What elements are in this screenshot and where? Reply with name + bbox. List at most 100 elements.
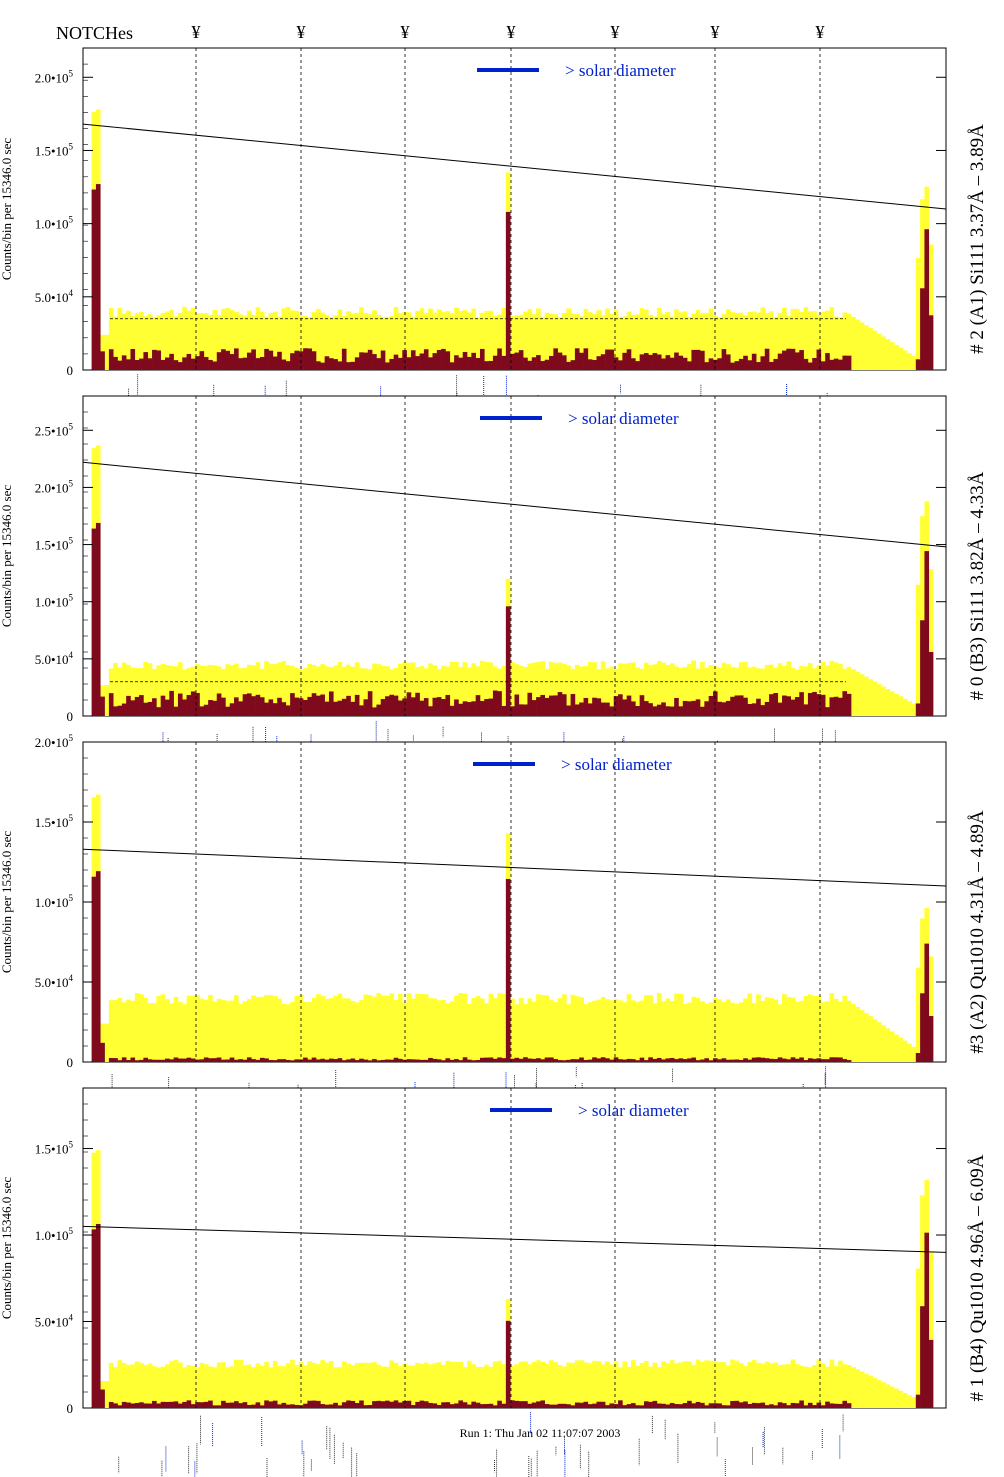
dark-bar: [251, 696, 256, 716]
dark-bar: [652, 706, 658, 716]
bar: [203, 665, 209, 716]
dark-bar: [833, 1403, 839, 1408]
dark-bar: [428, 1057, 433, 1062]
bar: [553, 1002, 558, 1062]
bar: [242, 1001, 248, 1062]
bar: [786, 661, 791, 716]
bar: [268, 995, 274, 1062]
dark-bar: [264, 1400, 269, 1408]
bar: [479, 660, 485, 716]
dark-bar: [777, 702, 783, 716]
dark-bar: [566, 705, 571, 716]
bar: [747, 667, 753, 716]
bar: [117, 307, 123, 370]
dark-bar: [842, 1059, 848, 1062]
bar: [406, 662, 412, 716]
bar: [626, 311, 632, 370]
bar: [838, 317, 843, 370]
bar: [117, 997, 123, 1062]
dark-bar: [553, 348, 558, 370]
dark-bar: [760, 356, 766, 370]
dark-bar: [794, 352, 800, 370]
bar: [704, 667, 709, 716]
dark-bar: [518, 1401, 524, 1408]
dark-bar: [445, 1058, 451, 1062]
dark-bar: [380, 1059, 386, 1062]
bar: [126, 310, 131, 370]
y-tick-label: 0: [67, 1055, 74, 1070]
dark-bar: [259, 1405, 265, 1408]
bar: [130, 1000, 136, 1062]
bar: [169, 1003, 174, 1062]
bar: [622, 1002, 627, 1062]
bar: [139, 994, 144, 1062]
bar: [613, 668, 619, 716]
bar: [799, 1365, 804, 1408]
dark-bar: [259, 697, 265, 716]
dark-bar: [410, 1405, 416, 1408]
bar: [794, 669, 800, 716]
dark-bar: [600, 1401, 606, 1408]
dark-bar: [130, 1057, 136, 1062]
dark-bar: [738, 695, 744, 716]
dark-bar: [790, 1402, 796, 1408]
bar: [557, 662, 563, 716]
y-tick-label: 2.5•105: [35, 421, 74, 438]
dark-bar: [117, 1405, 123, 1408]
bar: [143, 997, 149, 1062]
dark-bar: [747, 704, 753, 716]
dark-bar: [169, 1059, 174, 1062]
dark-bar: [234, 1059, 239, 1062]
bar: [894, 693, 899, 716]
dark-bar: [717, 701, 722, 716]
dark-bar: [596, 1058, 602, 1062]
bar: [259, 996, 265, 1062]
bar: [246, 664, 252, 716]
dark-bar: [238, 1403, 243, 1408]
bar: [553, 662, 558, 716]
dark-bar: [574, 704, 580, 716]
bar: [803, 666, 809, 716]
dark-bar: [915, 1053, 921, 1062]
bar: [820, 661, 826, 716]
bar: [350, 1365, 356, 1408]
dark-bar: [790, 348, 796, 370]
dark-bar: [208, 359, 213, 370]
dark-bar: [147, 358, 153, 370]
bar: [769, 998, 774, 1062]
bar: [324, 1362, 330, 1408]
bar: [786, 316, 791, 370]
dark-bar: [717, 1059, 722, 1062]
dark-bar: [643, 1060, 649, 1062]
y-tick-label: 0: [67, 1401, 74, 1416]
bar: [160, 312, 166, 370]
dark-bar: [695, 1060, 701, 1062]
bar: [592, 1360, 597, 1408]
bar: [186, 995, 192, 1062]
dark-bar: [674, 1404, 679, 1408]
dark-bar: [398, 700, 403, 716]
bar: [229, 664, 235, 716]
dark-bar: [669, 1402, 675, 1408]
bar: [643, 995, 649, 1062]
dark-bar: [790, 699, 796, 716]
dark-bar: [825, 353, 830, 370]
bar: [225, 664, 231, 716]
dark-bar: [777, 1402, 783, 1408]
bar: [643, 309, 649, 370]
panel-title: #3 (A2) Qu1010 4.31Å – 4.89Å: [967, 810, 988, 1054]
bar: [540, 995, 546, 1062]
panel-title: # 2 (A1) Si111 3.37Å – 3.89Å: [967, 124, 988, 354]
bar: [596, 669, 602, 716]
dark-bar: [121, 703, 127, 716]
dark-bar: [527, 360, 533, 370]
dark-bar: [501, 1403, 507, 1408]
dark-bar: [350, 1058, 356, 1062]
bar: [730, 312, 735, 370]
bar: [833, 662, 839, 716]
dark-bar: [635, 361, 640, 370]
bar: [117, 1360, 123, 1408]
dark-bar: [829, 1057, 835, 1062]
dark-bar: [700, 350, 705, 370]
dark-bar: [825, 1401, 830, 1408]
